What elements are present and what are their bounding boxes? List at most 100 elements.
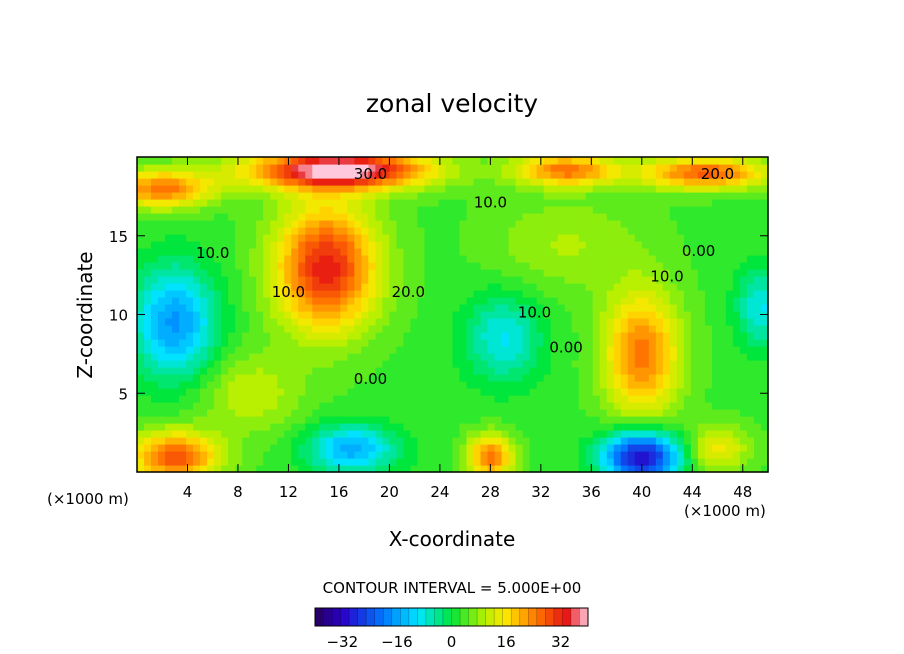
heatmap-cell <box>291 388 299 396</box>
heatmap-cell <box>606 339 615 347</box>
heatmap-cell <box>704 227 713 235</box>
heatmap-cell <box>179 227 187 235</box>
heatmap-cell <box>578 199 587 207</box>
heatmap-cell <box>473 157 482 165</box>
heatmap-cell <box>606 409 615 417</box>
heatmap-cell <box>732 395 741 403</box>
heatmap-cell <box>669 185 678 193</box>
heatmap-cell <box>704 213 713 221</box>
colorbar-cells <box>314 608 589 626</box>
heatmap-cell <box>564 206 573 214</box>
heatmap-cell <box>732 430 741 438</box>
heatmap-cell <box>340 171 348 179</box>
heatmap-cell <box>214 178 222 186</box>
heatmap-cell <box>417 213 426 221</box>
colorbar-cell <box>511 608 521 626</box>
heatmap-cell <box>249 213 257 221</box>
heatmap-cell <box>200 437 208 445</box>
heatmap-cell <box>634 465 643 473</box>
heatmap-cell <box>291 269 299 277</box>
heatmap-cell <box>431 213 440 221</box>
heatmap-cell <box>592 381 601 389</box>
heatmap-cell <box>452 241 461 249</box>
heatmap-cell <box>515 346 524 354</box>
heatmap-cell <box>634 227 643 235</box>
heatmap-cell <box>438 234 447 242</box>
heatmap-cell <box>606 346 615 354</box>
heatmap-cell <box>151 423 159 431</box>
heatmap-cell <box>242 304 250 312</box>
heatmap-cell <box>515 332 524 340</box>
heatmap-cell <box>186 297 194 305</box>
heatmap-cell <box>459 451 468 459</box>
heatmap-cell <box>249 269 257 277</box>
heatmap-cell <box>557 437 566 445</box>
heatmap-cell <box>256 283 264 291</box>
heatmap-cell <box>473 290 482 298</box>
heatmap-cell <box>655 297 664 305</box>
heatmap-cell <box>508 192 517 200</box>
heatmap-cell <box>221 451 229 459</box>
heatmap-cell <box>662 388 671 396</box>
heatmap-cell <box>144 220 152 228</box>
heatmap-cell <box>137 192 145 200</box>
heatmap-cell <box>417 185 426 193</box>
heatmap-cell <box>662 213 671 221</box>
heatmap-cell <box>158 304 166 312</box>
heatmap-cell <box>431 164 440 172</box>
heatmap-cell <box>312 255 320 263</box>
heatmap-cell <box>543 290 552 298</box>
heatmap-cell <box>361 437 369 445</box>
heatmap-cell <box>431 185 440 193</box>
heatmap-cell <box>186 353 194 361</box>
heatmap-cell <box>704 262 713 270</box>
heatmap-cell <box>550 220 559 228</box>
heatmap-cell <box>256 444 264 452</box>
heatmap-cell <box>382 444 390 452</box>
heatmap-cell <box>438 157 447 165</box>
heatmap-cell <box>319 171 327 179</box>
heatmap-cell <box>613 248 622 256</box>
heatmap-cell <box>732 297 741 305</box>
heatmap-cell <box>214 283 222 291</box>
heatmap-cell <box>235 157 243 165</box>
heatmap-cell <box>179 304 187 312</box>
heatmap-cell <box>431 276 440 284</box>
heatmap-cell <box>270 395 278 403</box>
heatmap-cell <box>256 416 264 424</box>
heatmap-cell <box>543 248 552 256</box>
heatmap-cell <box>151 332 159 340</box>
heatmap-cell <box>613 213 622 221</box>
heatmap-cell <box>473 451 482 459</box>
heatmap-cell <box>242 220 250 228</box>
heatmap-cell <box>347 360 355 368</box>
heatmap-cell <box>375 199 383 207</box>
heatmap-cell <box>739 227 748 235</box>
heatmap-cell <box>263 171 271 179</box>
heatmap-cell <box>564 227 573 235</box>
heatmap-cell <box>501 423 510 431</box>
heatmap-cell <box>669 395 678 403</box>
heatmap-cell <box>193 409 201 417</box>
heatmap-cell <box>452 171 461 179</box>
heatmap-cell <box>564 297 573 305</box>
heatmap-cell <box>480 262 489 270</box>
heatmap-cell <box>592 171 601 179</box>
heatmap-cell <box>249 227 257 235</box>
heatmap-cell <box>200 360 208 368</box>
heatmap-cell <box>627 451 636 459</box>
heatmap-cell <box>627 199 636 207</box>
heatmap-cell <box>655 185 664 193</box>
heatmap-cell <box>529 430 538 438</box>
heatmap-cell <box>263 458 271 466</box>
heatmap-cell <box>424 332 433 340</box>
heatmap-cell <box>389 276 398 284</box>
heatmap-cell <box>683 332 692 340</box>
heatmap-cell <box>221 171 229 179</box>
heatmap-cell <box>333 269 341 277</box>
heatmap-cell <box>354 157 362 165</box>
heatmap-cell <box>389 297 398 305</box>
heatmap-cell <box>172 360 180 368</box>
heatmap-cell <box>368 283 376 291</box>
heatmap-cell <box>599 416 608 424</box>
